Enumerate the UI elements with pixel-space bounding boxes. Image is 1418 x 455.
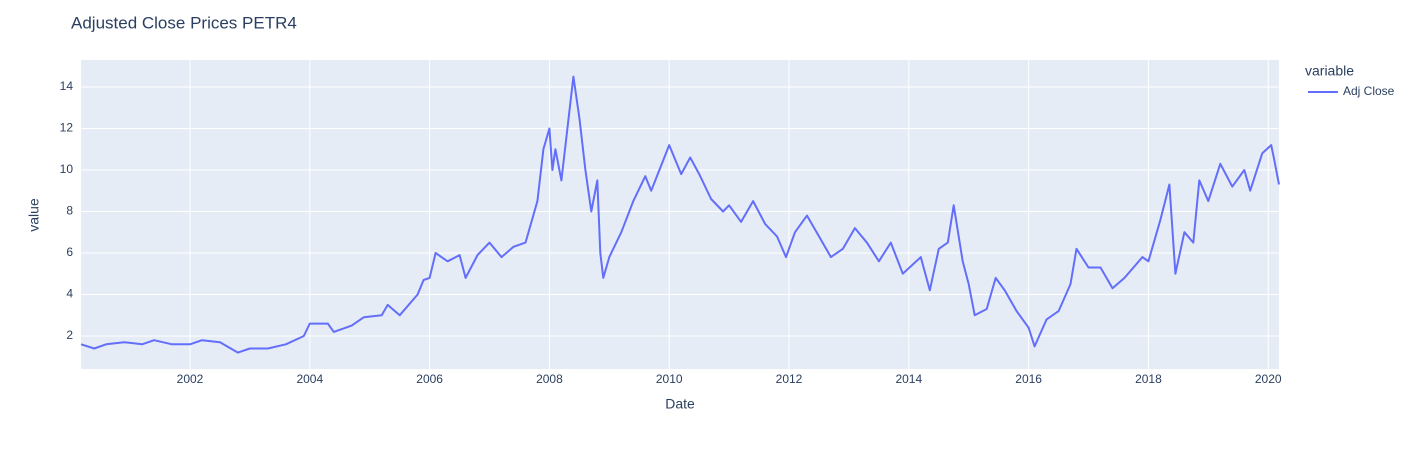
x-tick-label: 2006: [416, 372, 443, 386]
line-series: [80, 75, 1280, 354]
x-axis-title: Date: [665, 396, 695, 412]
x-tick-label: 2014: [895, 372, 922, 386]
plot-area: [81, 60, 1279, 369]
y-tick-label: 8: [66, 204, 73, 218]
y-tick-label: 10: [60, 162, 74, 176]
x-tick-label: 2002: [177, 372, 204, 386]
x-tick-label: 2018: [1135, 372, 1162, 386]
y-axis-title: value: [26, 198, 42, 232]
legend-title: variable: [1305, 63, 1354, 79]
y-tick-label: 4: [66, 287, 73, 301]
y-tick-label: 2: [66, 328, 73, 342]
x-tick-label: 2004: [296, 372, 323, 386]
x-tick-label: 2008: [536, 372, 563, 386]
x-tick-label: 2020: [1255, 372, 1282, 386]
legend-label: Adj Close: [1343, 84, 1395, 98]
x-tick-label: 2016: [1015, 372, 1042, 386]
chart-title: Adjusted Close Prices PETR4: [71, 13, 297, 32]
x-tick-label: 2010: [656, 372, 683, 386]
y-tick-label: 14: [60, 79, 74, 93]
y-tick-label: 6: [66, 245, 73, 259]
x-tick-label: 2012: [776, 372, 803, 386]
y-tick-label: 12: [60, 121, 74, 135]
